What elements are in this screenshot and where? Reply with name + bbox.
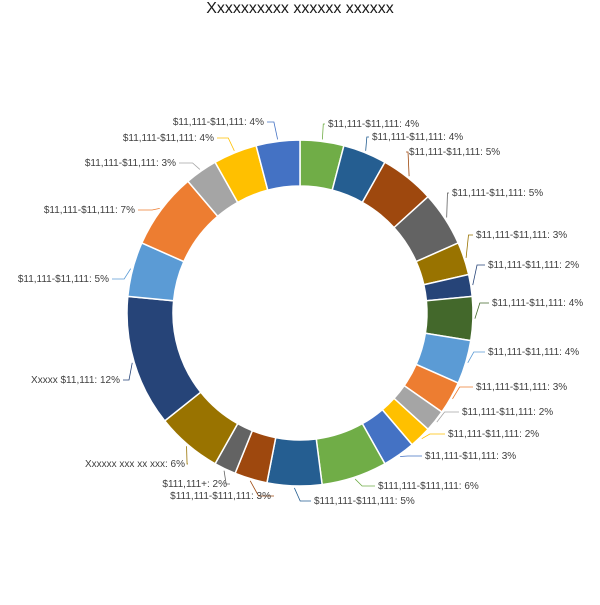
donut-slice <box>255 139 301 192</box>
slice-label: $11,111-$11,111: 4% <box>328 119 419 130</box>
labels-group: $11,111-$11,111: 4% $11,111-$11,111: 4% $1… <box>18 117 583 507</box>
leader-line <box>421 433 445 440</box>
leader-line <box>465 234 473 258</box>
slice-label: $11,111-$11,111: 4% <box>372 132 463 143</box>
leader-line <box>112 268 132 280</box>
slice-label: $11,111-$11,111: 4% <box>492 298 583 309</box>
slice-label: $11,111-$11,111: 2% <box>488 260 579 271</box>
slice-label: Xxxxx $11,111: 12% <box>31 375 120 386</box>
slice-label: $111,111-$111,111: 3% <box>170 491 271 502</box>
leader-line <box>223 470 230 485</box>
slices-group <box>126 139 474 487</box>
slice-label: $111,111+: 2% <box>162 479 227 490</box>
leader-line <box>123 362 133 381</box>
chart-title: Xxxxxxxxxx xxxxxx xxxxxx <box>206 0 394 17</box>
leader-line <box>354 478 375 487</box>
leader-line <box>138 207 160 211</box>
slice-label: Xxxxxx xxx xx xxx: 6% <box>85 459 185 470</box>
slice-label: $11,111-$11,111: 2% <box>462 407 553 418</box>
slice-label: $11,111-$11,111: 2% <box>448 429 539 440</box>
leader-line <box>474 302 489 319</box>
leader-line <box>179 162 201 170</box>
slice-label: $11,111-$11,111: 5% <box>18 274 109 285</box>
slice-label: $11,111-$11,111: 4% <box>488 347 579 358</box>
slice-label: $11,111-$11,111: 5% <box>452 188 543 199</box>
slice-label: $11,111-$11,111: 4% <box>173 117 264 128</box>
slice-label: $111,111-$111,111: 5% <box>314 496 415 507</box>
leader-line <box>249 480 274 497</box>
slice-label: $11,111-$11,111: 3% <box>476 382 567 393</box>
leader-line <box>452 386 473 400</box>
leader-line <box>400 455 422 457</box>
leader-lines-group <box>112 121 489 502</box>
leader-line <box>472 264 485 286</box>
leader-line <box>446 192 449 218</box>
leader-line <box>467 351 485 363</box>
donut-slice <box>266 436 323 487</box>
leader-line <box>406 151 410 177</box>
leader-line <box>436 411 459 423</box>
leader-line <box>365 136 369 151</box>
leader-line <box>217 137 235 151</box>
leader-line <box>267 121 279 140</box>
slice-label: $11,111-$11,111: 3% <box>425 451 516 462</box>
slice-label: $111,111-$111,111: 6% <box>378 481 479 492</box>
slice-label: $11,111-$11,111: 3% <box>85 158 176 169</box>
slice-label: $11,111-$11,111: 3% <box>476 230 567 241</box>
slice-label: $11,111-$11,111: 5% <box>409 147 500 158</box>
leader-line <box>321 123 325 140</box>
leader-line <box>186 446 188 465</box>
leader-line <box>294 487 311 502</box>
slice-label: $11,111-$11,111: 4% <box>123 133 214 144</box>
slice-label: $11,111-$11,111: 7% <box>44 205 135 216</box>
